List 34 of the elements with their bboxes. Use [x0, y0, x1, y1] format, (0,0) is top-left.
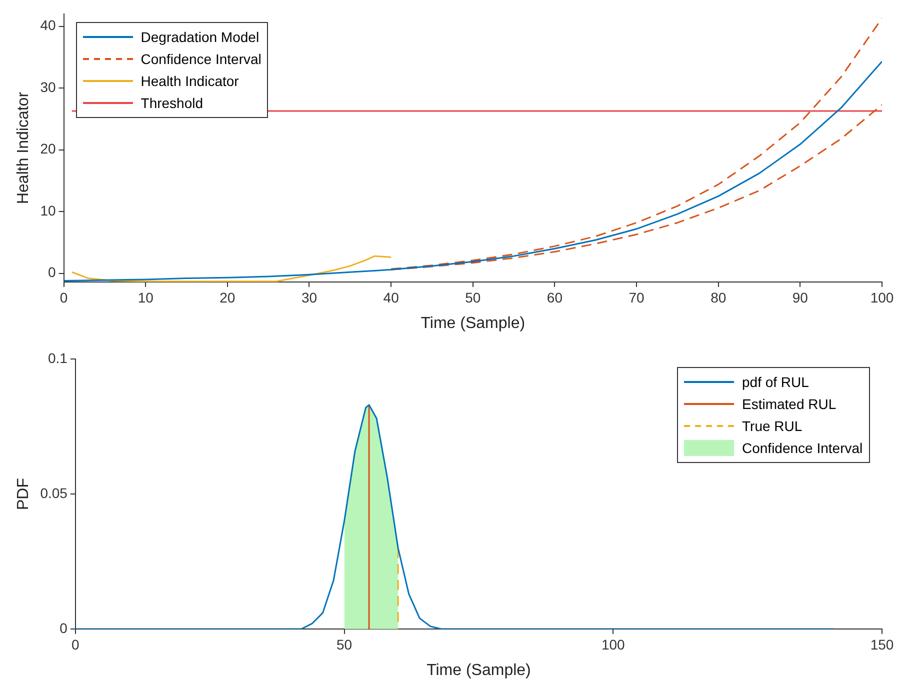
legend-label: Threshold — [140, 95, 204, 111]
y-axis-title: Health Indicator — [15, 91, 32, 204]
legend-label: Estimated RUL — [742, 396, 836, 412]
y-tick-label: 20 — [40, 140, 56, 157]
y-tick-label: 0 — [48, 264, 56, 280]
x-tick-label: 40 — [383, 289, 400, 306]
x-tick-label: 50 — [336, 636, 352, 652]
x-tick-label: 70 — [628, 289, 645, 306]
legend-label: Confidence Interval — [140, 51, 262, 67]
x-tick-label: 20 — [220, 289, 236, 306]
y-tick-label: 40 — [40, 17, 56, 34]
y-tick-label: 30 — [40, 78, 56, 95]
x-axis-title: Time (Sample) — [420, 314, 526, 332]
x-tick-label: 100 — [601, 636, 626, 652]
legend-label: pdf of RUL — [742, 374, 809, 390]
x-tick-label: 150 — [870, 636, 894, 652]
x-tick-label: 0 — [72, 636, 80, 652]
legend-label: Degradation Model — [140, 29, 260, 45]
x-axis-title: Time (Sample) — [426, 662, 531, 679]
legend-label: True RUL — [742, 418, 802, 434]
x-tick-label: 60 — [546, 289, 563, 306]
x-tick-label: 100 — [870, 289, 894, 306]
x-tick-label: 30 — [301, 289, 318, 306]
y-tick-label: 0.1 — [48, 350, 68, 366]
x-tick-label: 50 — [465, 289, 481, 306]
y-tick-label: 0 — [60, 620, 68, 636]
x-tick-label: 10 — [138, 289, 154, 306]
y-tick-label: 10 — [40, 202, 56, 218]
legend-label: Health Indicator — [140, 73, 239, 89]
legend-label: Confidence Interval — [742, 440, 863, 456]
y-axis-title: PDF — [15, 478, 32, 510]
y-tick-label: 0.05 — [40, 484, 68, 501]
x-tick-label: 80 — [710, 289, 726, 306]
x-tick-label: 90 — [792, 289, 808, 306]
